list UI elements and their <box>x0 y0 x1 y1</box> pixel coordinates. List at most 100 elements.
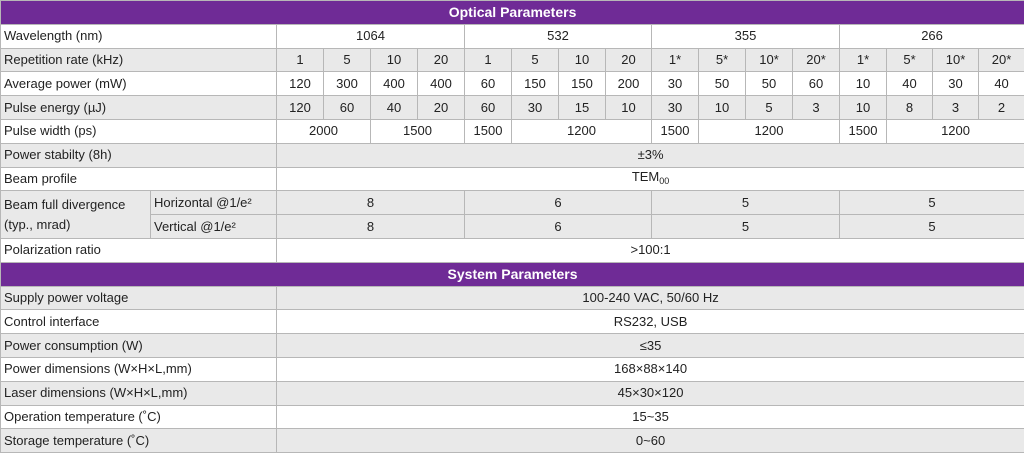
pulse-energy-label: Pulse energy (µJ) <box>0 95 277 120</box>
avg-power-cell: 400 <box>370 71 418 97</box>
pulse-energy-cell: 10 <box>839 95 887 120</box>
beam-divergence-label-line1: Beam full divergence <box>4 196 126 212</box>
system-row: Laser dimensions (W×H×L,mm) 45×30×120 <box>0 380 1024 406</box>
average-power-row: Average power (mW) 120 300 400 400 60 15… <box>0 71 1024 97</box>
divergence-vertical-row: Vertical @1/e² 8 6 5 5 <box>1 214 1024 239</box>
pulse-width-cell: 1500 <box>839 118 887 144</box>
pulse-width-row: Pulse width (ps) 2000 1500 1500 1200 150… <box>0 118 1024 144</box>
horizontal-divergence-cell: 8 <box>276 190 465 216</box>
polarization-row: Polarization ratio >100:1 <box>0 237 1024 263</box>
avg-power-cell: 200 <box>605 71 652 97</box>
avg-power-cell: 120 <box>276 71 324 97</box>
avg-power-cell: 150 <box>511 71 559 97</box>
optical-header-row: Optical Parameters <box>0 0 1024 25</box>
pulse-width-cell: 1200 <box>885 118 1024 144</box>
pulse-width-cell: 1500 <box>651 118 699 144</box>
power-stability-row: Power stabilty (8h) ±3% <box>0 142 1024 168</box>
pulse-energy-cell: 3 <box>792 95 840 120</box>
rep-rate-cell: 20 <box>605 47 652 73</box>
pulse-energy-cell: 30 <box>651 95 699 120</box>
rep-rate-cell: 1 <box>464 47 512 73</box>
pulse-energy-cell: 2 <box>977 95 1024 120</box>
avg-power-cell: 60 <box>792 71 840 97</box>
beam-profile-value: TEM00 <box>275 166 1024 192</box>
avg-power-cell: 40 <box>977 71 1024 97</box>
avg-power-cell: 50 <box>745 71 793 97</box>
power-stability-label: Power stabilty (8h) <box>0 142 277 168</box>
rep-rate-cell: 5* <box>698 47 746 73</box>
pulse-width-cell: 1500 <box>464 118 512 144</box>
wavelength-cell: 355 <box>651 23 840 49</box>
horizontal-divergence-label: Horizontal @1/e² <box>150 190 277 216</box>
vertical-divergence-cell: 5 <box>838 214 1024 239</box>
average-power-label: Average power (mW) <box>0 71 277 97</box>
system-parameters-title: System Parameters <box>0 261 1024 287</box>
rep-rate-cell: 20 <box>417 47 465 73</box>
horizontal-divergence-cell: 5 <box>651 190 840 216</box>
divergence-horizontal-row: Beam full divergence (typ., mrad) Horizon… <box>0 190 1024 239</box>
wavelength-cell: 532 <box>464 23 652 49</box>
pulse-energy-cell: 60 <box>464 95 512 120</box>
rep-rate-cell: 20* <box>977 47 1024 73</box>
pulse-energy-cell: 8 <box>886 95 933 120</box>
rep-rate-cell: 10* <box>745 47 793 73</box>
pulse-energy-cell: 5 <box>745 95 793 120</box>
system-row: Control interface RS232, USB <box>0 309 1024 335</box>
avg-power-cell: 30 <box>651 71 699 97</box>
rep-rate-cell: 1 <box>276 47 324 73</box>
beam-profile-row: Beam profile TEM00 <box>0 166 1024 192</box>
avg-power-cell: 30 <box>932 71 979 97</box>
wavelength-row: Wavelength (nm) 1064 532 355 266 <box>0 23 1024 49</box>
control-interface-label: Control interface <box>0 309 277 335</box>
vertical-divergence-label: Vertical @1/e² <box>150 214 277 239</box>
rep-rate-cell: 20* <box>792 47 840 73</box>
power-consumption-label: Power consumption (W) <box>0 333 277 358</box>
vertical-divergence-cell: 8 <box>276 214 465 239</box>
supply-voltage-label: Supply power voltage <box>0 285 277 311</box>
pulse-width-cell: 1200 <box>698 118 840 144</box>
pulse-energy-cell: 10 <box>605 95 652 120</box>
wavelength-label: Wavelength (nm) <box>0 23 277 49</box>
system-row: Supply power voltage 100-240 VAC, 50/60 … <box>0 285 1024 311</box>
power-stability-value: ±3% <box>275 142 1024 168</box>
horizontal-divergence-cell: 6 <box>464 190 652 216</box>
operation-temperature-value: 15~35 <box>275 404 1024 430</box>
pulse-energy-cell: 3 <box>932 95 979 120</box>
operation-temperature-label: Operation temperature (˚C) <box>0 404 277 430</box>
polarization-value: >100:1 <box>275 237 1024 263</box>
wavelength-cell: 266 <box>838 23 1024 49</box>
avg-power-cell: 300 <box>323 71 371 97</box>
rep-rate-cell: 10 <box>370 47 418 73</box>
rep-rate-cell: 10* <box>932 47 979 73</box>
beam-profile-mode-subscript: 00 <box>659 175 670 186</box>
avg-power-cell: 10 <box>839 71 887 97</box>
avg-power-cell: 40 <box>886 71 933 97</box>
pulse-energy-cell: 60 <box>323 95 371 120</box>
beam-divergence-label-line2: (typ., mrad) <box>4 216 71 232</box>
beam-profile-mode: TEM <box>631 168 660 184</box>
pulse-energy-cell: 20 <box>417 95 465 120</box>
supply-voltage-value: 100-240 VAC, 50/60 Hz <box>275 285 1024 311</box>
control-interface-value: RS232, USB <box>275 309 1024 335</box>
rep-rate-cell: 1* <box>651 47 699 73</box>
pulse-energy-cell: 15 <box>558 95 606 120</box>
system-row: Power dimensions (W×H×L,mm) 168×88×140 <box>0 356 1024 382</box>
vertical-divergence-cell: 6 <box>464 214 652 239</box>
laser-dimensions-value: 45×30×120 <box>275 380 1024 406</box>
pulse-width-label: Pulse width (ps) <box>0 118 277 144</box>
rep-rate-cell: 1* <box>839 47 887 73</box>
avg-power-cell: 400 <box>417 71 465 97</box>
rep-rate-cell: 5 <box>323 47 371 73</box>
optical-parameters-title: Optical Parameters <box>0 0 1024 25</box>
pulse-energy-cell: 40 <box>370 95 418 120</box>
rep-rate-cell: 10 <box>558 47 606 73</box>
power-consumption-value: ≤35 <box>275 333 1024 358</box>
avg-power-cell: 60 <box>464 71 512 97</box>
pulse-energy-cell: 120 <box>276 95 324 120</box>
pulse-width-cell: 2000 <box>276 118 371 144</box>
system-row: Operation temperature (˚C) 15~35 <box>0 404 1024 430</box>
system-row: Storage temperature (˚C) 0~60 <box>0 428 1024 454</box>
avg-power-cell: 50 <box>698 71 746 97</box>
rep-rate-cell: 5 <box>511 47 559 73</box>
